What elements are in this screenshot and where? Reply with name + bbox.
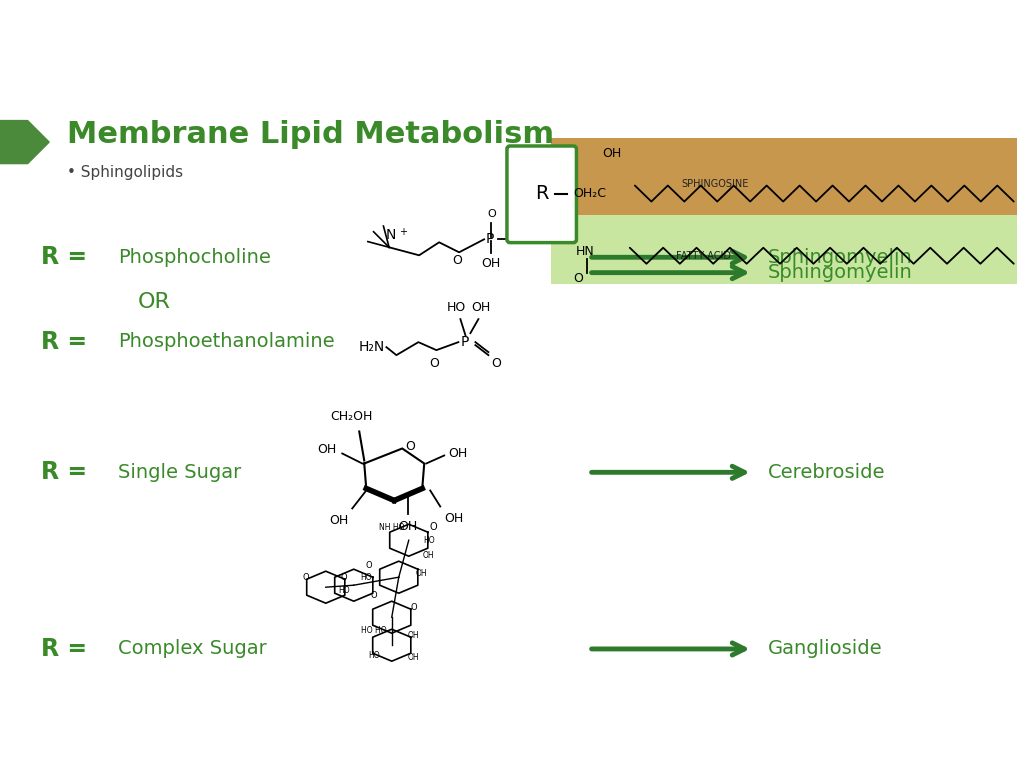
Text: O: O xyxy=(371,591,377,600)
Text: R =: R = xyxy=(41,460,87,485)
Text: O: O xyxy=(340,573,347,581)
Text: OH: OH xyxy=(398,521,418,534)
Text: P: P xyxy=(486,232,495,247)
Text: CH₂OH: CH₂OH xyxy=(330,410,373,423)
Text: OH₂C: OH₂C xyxy=(573,187,606,200)
Text: O: O xyxy=(411,603,417,611)
Text: Membrane Lipid Metabolism: Membrane Lipid Metabolism xyxy=(67,120,554,149)
Text: O: O xyxy=(366,561,372,570)
Text: O: O xyxy=(429,357,439,370)
Text: HN: HN xyxy=(575,246,594,258)
Text: OH: OH xyxy=(329,515,348,528)
Text: OH: OH xyxy=(416,568,428,578)
Text: H₂N: H₂N xyxy=(358,340,385,354)
Text: HO: HO xyxy=(368,650,380,660)
Text: OH: OH xyxy=(408,653,420,662)
Text: OH: OH xyxy=(481,257,501,270)
Text: O: O xyxy=(487,210,497,220)
Text: OH: OH xyxy=(423,551,434,560)
Text: OH: OH xyxy=(603,147,622,160)
Text: R =: R = xyxy=(41,637,87,661)
Text: HO: HO xyxy=(446,301,466,314)
Text: Sphingomyelin: Sphingomyelin xyxy=(768,248,912,266)
Text: HO: HO xyxy=(423,536,434,545)
Text: HO: HO xyxy=(360,573,372,581)
Text: OH: OH xyxy=(449,447,468,460)
FancyBboxPatch shape xyxy=(507,146,577,243)
Text: Single Sugar: Single Sugar xyxy=(118,463,241,482)
Text: Phosphocholine: Phosphocholine xyxy=(118,248,270,266)
Text: FATTY ACID: FATTY ACID xyxy=(676,250,731,261)
Text: NH HO: NH HO xyxy=(379,523,404,531)
Text: O: O xyxy=(406,440,415,453)
Text: +: + xyxy=(399,227,408,237)
Text: N: N xyxy=(386,228,396,242)
Text: Phosphoethanolamine: Phosphoethanolamine xyxy=(118,333,335,351)
Text: OH: OH xyxy=(471,301,490,314)
Polygon shape xyxy=(0,121,49,164)
Text: Ganglioside: Ganglioside xyxy=(768,640,883,658)
Text: Complex Sugar: Complex Sugar xyxy=(118,640,266,658)
Text: P: P xyxy=(461,335,469,349)
Text: OH: OH xyxy=(408,631,420,640)
Text: O: O xyxy=(492,357,502,370)
Text: OH: OH xyxy=(512,233,531,246)
Text: OR: OR xyxy=(138,292,171,312)
Text: HO: HO xyxy=(338,586,349,594)
Text: OH: OH xyxy=(444,512,464,525)
Text: OH: OH xyxy=(317,443,336,456)
Text: O: O xyxy=(453,254,462,267)
Text: R =: R = xyxy=(41,245,87,270)
Text: SPHINGOSINE: SPHINGOSINE xyxy=(681,179,749,190)
Text: R: R xyxy=(535,184,549,203)
Text: HO HO: HO HO xyxy=(360,626,387,634)
Bar xyxy=(551,215,1017,284)
Text: R =: R = xyxy=(41,329,87,354)
Text: O: O xyxy=(430,522,437,532)
Text: O: O xyxy=(573,272,584,284)
Text: O: O xyxy=(302,573,309,581)
Bar xyxy=(551,138,1017,219)
Text: • Sphingolipids: • Sphingolipids xyxy=(67,165,182,180)
Text: Cerebroside: Cerebroside xyxy=(768,463,886,482)
Text: Sphingomyelin: Sphingomyelin xyxy=(768,263,912,282)
